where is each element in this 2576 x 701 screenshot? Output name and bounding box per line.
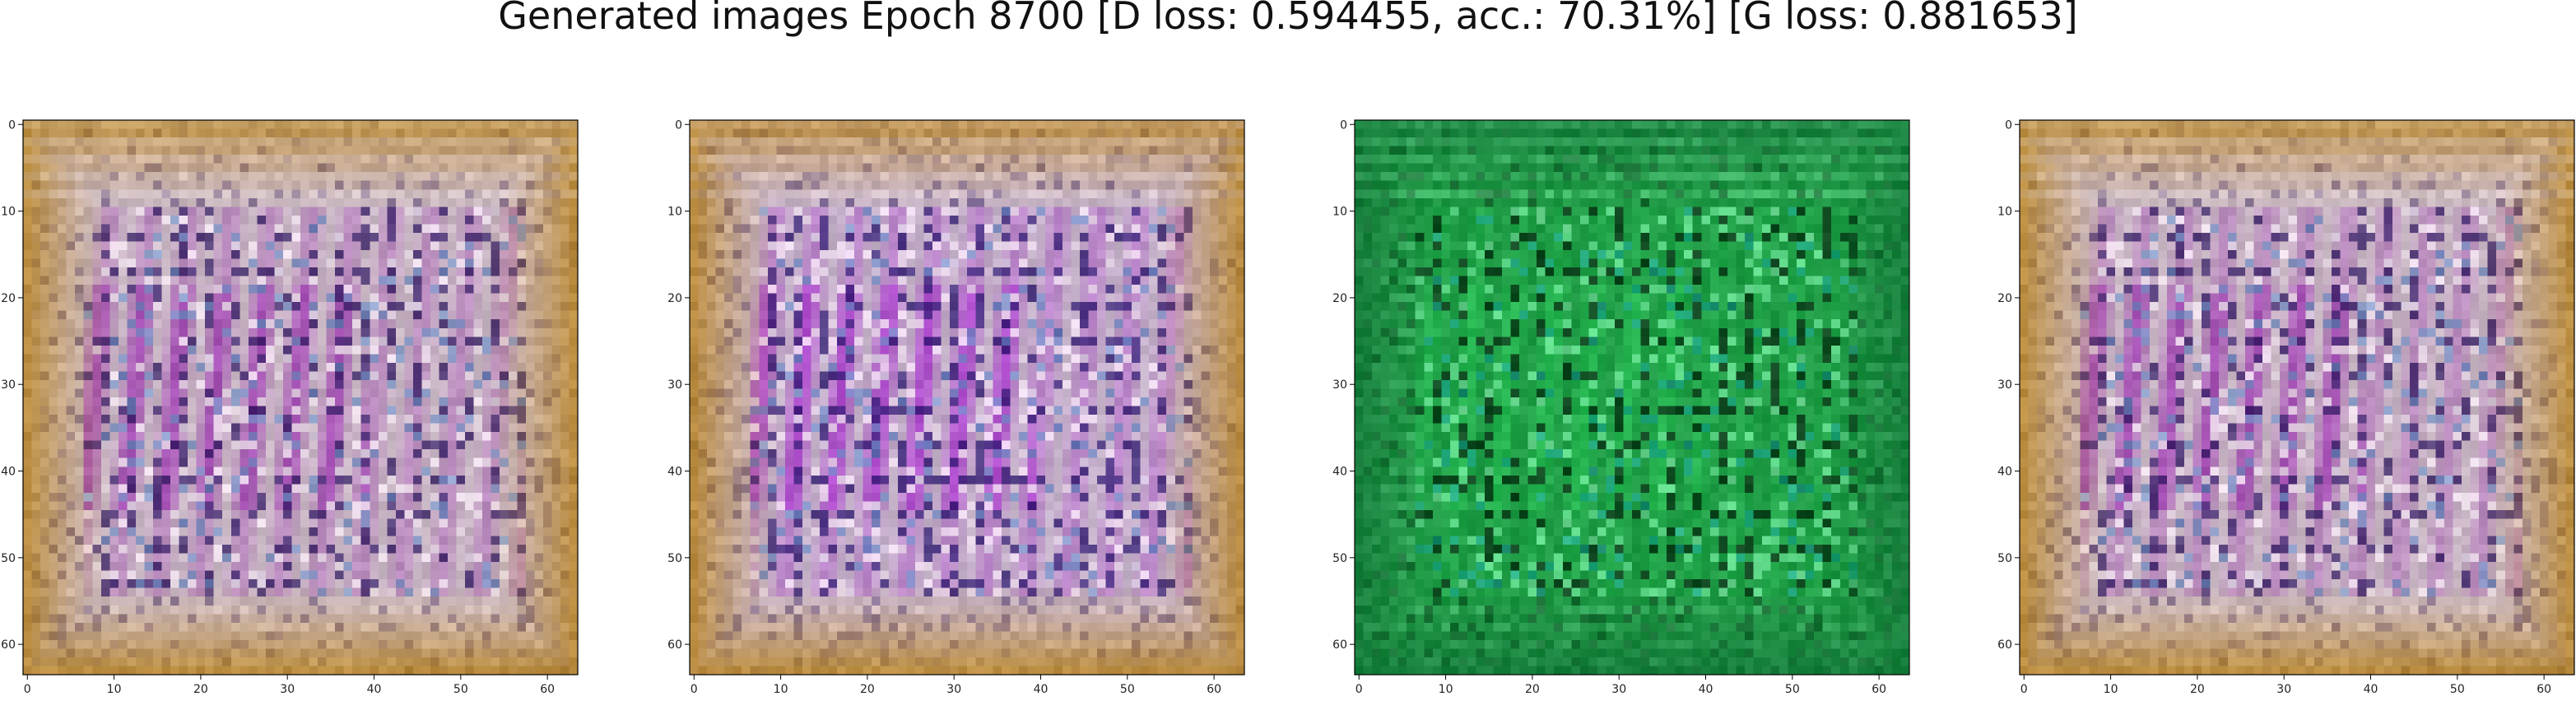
y-tick-label: 60 [1,638,16,652]
x-tick-label: 20 [193,683,208,696]
x-tick-label: 60 [2536,683,2551,696]
y-tick-label: 60 [1332,638,1347,652]
x-tick-label: 0 [24,683,31,696]
x-tick-label: 0 [2020,683,2028,696]
y-tick-label: 30 [1997,378,2012,392]
y-tick-label: 10 [1997,206,2012,219]
y-tick-label: 60 [667,638,682,652]
x-tick-label: 60 [1207,683,1221,696]
axes-frame [1354,119,1910,675]
x-tick-label: 30 [2276,683,2291,696]
x-tick-label: 30 [946,683,961,696]
image-panel-2: 0 10 20 30 40 50 60 0 10 20 30 40 50 60 [667,118,1245,696]
y-tick-label: 0 [1340,118,1347,132]
y-tick-label: 0 [675,118,682,132]
x-tick-label: 40 [1699,683,1713,696]
y-tick-label: 10 [1332,206,1347,219]
y-tick-label: 20 [1997,292,2012,305]
x-tick-label: 10 [2104,683,2118,696]
x-tick-label: 20 [1525,683,1540,696]
y-tick-label: 50 [667,552,682,565]
generated-image-3 [1355,120,1909,675]
y-tick-label: 50 [1997,552,2012,565]
generated-image-1 [23,120,578,675]
y-tick-label: 40 [1332,466,1347,479]
y-tick-label: 10 [667,206,682,219]
y-tick-label: 20 [667,292,682,305]
y-tick-label: 30 [1332,378,1347,392]
generated-image-2 [690,120,1244,675]
x-tick-label: 20 [860,683,875,696]
x-tick-label: 10 [1439,683,1453,696]
y-tick-label: 40 [1997,466,2012,479]
image-panel-3: 0 10 20 30 40 50 60 0 10 20 30 40 50 60 [1332,118,1910,696]
y-tick-label: 10 [1,206,16,219]
y-tick-label: 0 [8,118,16,132]
axes-frame [2019,119,2575,675]
x-tick-label: 40 [2364,683,2378,696]
x-tick-label: 0 [1355,683,1363,696]
y-tick-label: 60 [1997,638,2012,652]
x-tick-label: 60 [1872,683,1886,696]
x-tick-label: 50 [1785,683,1800,696]
x-tick-label: 20 [2190,683,2205,696]
figure-title: Generated images Epoch 8700 [D loss: 0.5… [498,0,2078,38]
x-tick-label: 50 [2450,683,2465,696]
x-tick-label: 0 [690,683,698,696]
generated-image-4 [2020,120,2574,675]
x-tick-label: 30 [1611,683,1626,696]
x-tick-label: 40 [1034,683,1049,696]
y-tick-label: 40 [667,466,682,479]
image-panel-1: 0 10 20 30 40 50 60 0 10 20 30 40 50 60 [1,118,579,696]
y-tick-label: 0 [2005,118,2012,132]
y-tick-label: 20 [1332,292,1347,305]
x-tick-label: 10 [107,683,122,696]
x-tick-label: 40 [367,683,382,696]
image-panel-4: 0 10 20 30 40 50 60 0 10 20 30 40 50 60 [1997,118,2575,696]
x-tick-label: 50 [1120,683,1135,696]
y-tick-label: 30 [667,378,682,392]
y-tick-label: 50 [1332,552,1347,565]
x-tick-label: 10 [774,683,788,696]
axes-frame [689,119,1245,675]
y-tick-label: 50 [1,552,16,565]
y-tick-label: 40 [1,466,16,479]
y-tick-label: 30 [1,378,16,392]
x-tick-label: 30 [280,683,295,696]
x-tick-label: 50 [453,683,468,696]
y-tick-label: 20 [1,292,16,305]
x-tick-label: 60 [540,683,555,696]
axes-frame [22,119,579,675]
